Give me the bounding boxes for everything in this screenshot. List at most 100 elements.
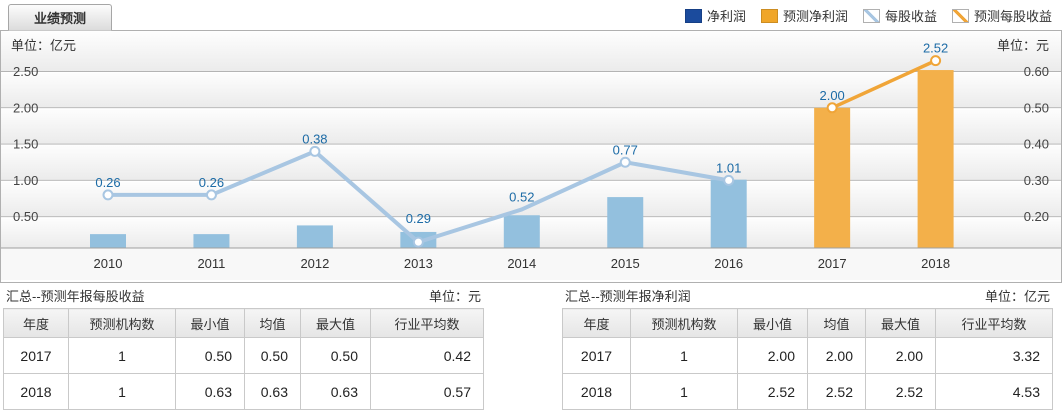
x-label-2018: 2018: [921, 256, 950, 271]
legend-item-0: 净利润: [684, 6, 746, 25]
cell-max: 0.63: [300, 373, 371, 410]
bar-2016: [710, 179, 747, 248]
cell-mean: 0.63: [244, 373, 301, 410]
cell-mean: 2.52: [807, 373, 866, 410]
left-tick-label: 2.00: [13, 100, 38, 115]
eps-table-title: 汇总--预测年报每股收益: [6, 289, 145, 304]
bar-2018: [917, 70, 954, 248]
table-header-row: 年度 预测机构数 最小值 均值 最大值 行业平均数: [3, 308, 484, 338]
cell-industry-avg: 3.32: [935, 337, 1053, 374]
col-year: 年度: [562, 308, 631, 338]
value-label-2011: 0.26: [199, 175, 224, 190]
cell-year: 2017: [3, 337, 69, 374]
x-label-2015: 2015: [611, 256, 640, 271]
table-row: 2017 1 2.00 2.00 2.00 3.32: [562, 337, 1053, 374]
marker-2017: [826, 102, 838, 114]
value-label-2018: 2.52: [923, 41, 948, 56]
cell-institutions: 1: [68, 337, 176, 374]
x-axis-area: [1, 248, 1061, 280]
col-year: 年度: [3, 308, 69, 338]
cell-max: 2.52: [865, 373, 936, 410]
value-label-2010: 0.26: [95, 175, 120, 190]
value-label-2013: 0.29: [406, 211, 431, 226]
net-profit-table-unit: 单位：亿元: [984, 289, 1050, 304]
x-label-2012: 2012: [300, 256, 329, 271]
bar-2011: [193, 234, 230, 248]
marker-2016: [723, 174, 735, 186]
left-tick-label: 2.50: [13, 64, 38, 79]
value-label-2017: 2.00: [819, 88, 844, 103]
table-row: 2018 1 0.63 0.63 0.63 0.57: [3, 373, 484, 410]
right-tick-label: 0.50: [1024, 100, 1049, 115]
table-row: 2018 1 2.52 2.52 2.52 4.53: [562, 373, 1053, 410]
x-label-2010: 2010: [94, 256, 123, 271]
legend-bar-swatch-icon: [760, 8, 778, 23]
right-tick-label: 0.40: [1024, 137, 1049, 152]
cell-max: 0.50: [300, 337, 371, 374]
cell-min: 0.63: [175, 373, 245, 410]
table-header-row: 年度 预测机构数 最小值 均值 最大值 行业平均数: [562, 308, 1053, 338]
cell-max: 2.00: [865, 337, 936, 374]
legend-item-3: 预测每股收益: [951, 6, 1052, 25]
table-row: 2017 1 0.50 0.50 0.50 0.42: [3, 337, 484, 374]
cell-min: 2.52: [737, 373, 808, 410]
col-industry-avg: 行业平均数: [370, 308, 484, 338]
left-tick-label: 1.00: [13, 173, 38, 188]
tab-performance-forecast[interactable]: 业绩预测: [8, 4, 112, 31]
marker-2015: [619, 156, 631, 168]
cell-mean: 0.50: [244, 337, 301, 374]
x-label-2016: 2016: [714, 256, 743, 271]
marker-2018: [930, 55, 942, 67]
left-tick-label: 0.50: [13, 209, 38, 224]
cell-industry-avg: 0.42: [370, 337, 484, 374]
left-tick-label: 1.50: [13, 137, 38, 152]
chart-legend: 净利润 预测净利润 每股收益 预测每股收益: [684, 6, 1052, 25]
left-axis-unit: 单位：亿元: [11, 38, 76, 53]
right-tick-label: 0.60: [1024, 64, 1049, 79]
plot-band: [1, 107, 1061, 145]
legend-bar-swatch-icon: [684, 8, 702, 23]
col-max: 最大值: [865, 308, 936, 338]
right-tick-label: 0.30: [1024, 173, 1049, 188]
legend-item-2: 每股收益: [862, 6, 937, 25]
value-label-2015: 0.77: [613, 142, 638, 157]
x-label-2013: 2013: [404, 256, 433, 271]
line-预测每股收益: [830, 58, 938, 110]
value-label-2014: 0.52: [509, 189, 534, 204]
col-institutions: 预测机构数: [68, 308, 176, 338]
col-mean: 均值: [807, 308, 866, 338]
legend-label: 每股收益: [884, 9, 937, 24]
marker-2012: [309, 145, 321, 157]
plot-band: [1, 31, 1061, 72]
net-profit-table-title: 汇总--预测年报净利润: [565, 289, 691, 304]
forecast-chart-panel: 0.26 0.26 0.38 0.29 0.52 0.77 1.01 2.00 2.52 0.50…: [0, 30, 1062, 283]
plot-band: [1, 71, 1061, 108]
legend-label: 预测每股收益: [973, 9, 1052, 24]
cell-industry-avg: 0.57: [370, 373, 484, 410]
net-profit-forecast-table: 年度 预测机构数 最小值 均值 最大值 行业平均数 2017 1 2.00 2.…: [562, 308, 1053, 410]
cell-institutions: 1: [630, 373, 738, 410]
x-label-2014: 2014: [507, 256, 536, 271]
cell-institutions: 1: [630, 337, 738, 374]
x-label-2017: 2017: [818, 256, 847, 271]
marker-2013: [412, 236, 424, 248]
cell-institutions: 1: [68, 373, 176, 410]
cell-year: 2017: [562, 337, 631, 374]
cell-industry-avg: 4.53: [935, 373, 1053, 410]
marker-2011: [205, 189, 217, 201]
bar-2017: [814, 107, 851, 248]
cell-min: 0.50: [175, 337, 245, 374]
marker-2010: [102, 189, 114, 201]
summary-tables: 汇总--预测年报每股收益 单位：元 年度 预测机构数 最小值 均值 最大值 行业…: [0, 283, 1062, 410]
value-label-2012: 0.38: [302, 131, 327, 146]
eps-table-unit: 单位：元: [428, 289, 481, 304]
bar-2014: [503, 215, 540, 248]
bar-2010: [90, 234, 126, 248]
value-label-2016: 1.01: [716, 160, 741, 175]
col-institutions: 预测机构数: [630, 308, 738, 338]
cell-min: 2.00: [737, 337, 808, 374]
col-industry-avg: 行业平均数: [935, 308, 1053, 338]
legend-line-swatch-icon: [951, 8, 969, 23]
eps-forecast-table: 年度 预测机构数 最小值 均值 最大值 行业平均数 2017 1 0.50 0.…: [3, 308, 484, 410]
tab-bar: 业绩预测 净利润 预测净利润 每股收益 预测每股收益: [0, 0, 1062, 31]
